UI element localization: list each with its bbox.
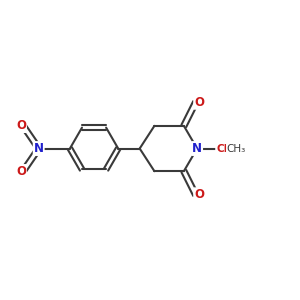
Text: O: O (16, 119, 26, 132)
Text: O: O (16, 165, 26, 178)
Text: O: O (194, 188, 204, 201)
Text: N: N (34, 142, 44, 155)
Text: CH₃: CH₃ (216, 143, 237, 154)
Text: O: O (194, 96, 204, 109)
Text: N: N (192, 142, 202, 155)
Text: CH₃: CH₃ (226, 143, 246, 154)
